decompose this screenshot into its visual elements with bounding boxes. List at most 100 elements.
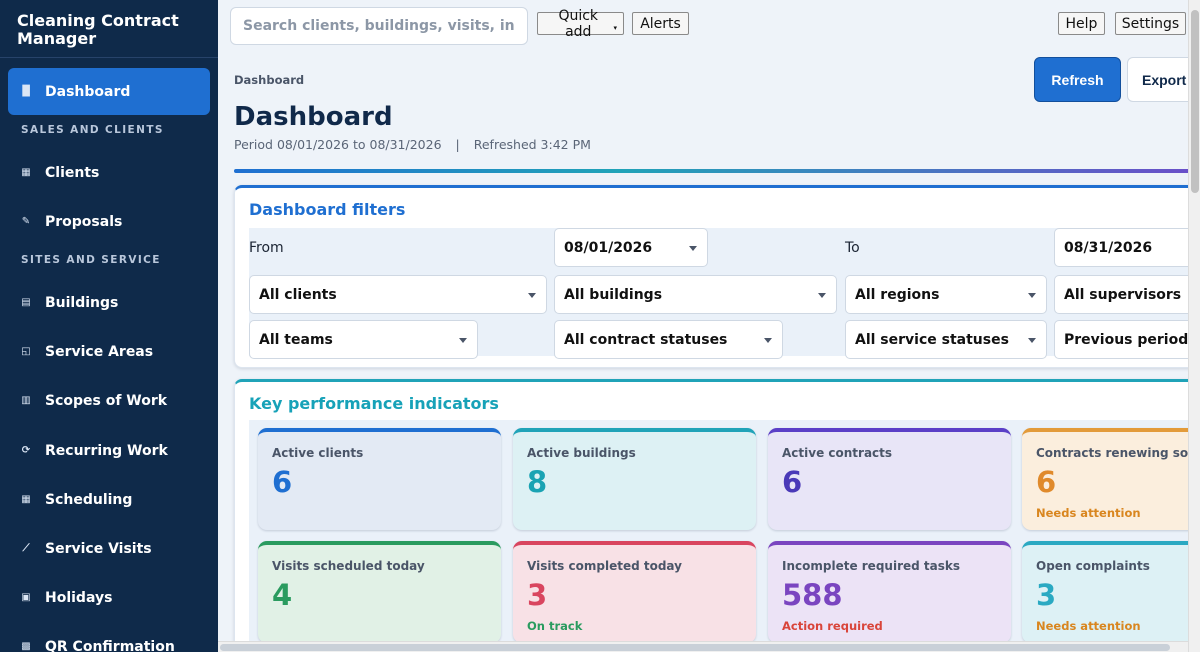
- kpi-card-visits-scheduled-today[interactable]: Visits scheduled today 4: [258, 541, 501, 643]
- global-search[interactable]: [230, 7, 528, 45]
- kpi-card-active-clients[interactable]: Active clients 6: [258, 428, 501, 530]
- kpi-card-active-buildings[interactable]: Active buildings 8: [513, 428, 756, 530]
- sidebar-item-label: Scheduling: [45, 491, 133, 508]
- sidebar-item-scheduling[interactable]: ▦ Scheduling: [8, 476, 210, 523]
- kpi-card-open-complaints[interactable]: Open complaints 3 Needs attention: [1022, 541, 1200, 643]
- kpi-label: Incomplete required tasks: [782, 559, 960, 573]
- sidebar-item-qr-confirmation[interactable]: ▩ QR Confirmation: [8, 623, 210, 652]
- quick-add-label: Quick add: [558, 7, 599, 40]
- kpi-label: Active clients: [272, 446, 364, 460]
- broom-icon: ⟋: [22, 543, 30, 554]
- quick-add-button[interactable]: Quick add ▾: [537, 8, 624, 40]
- building-icon: ▦: [21, 167, 31, 178]
- nav-section-sites: SITES AND SERVICE: [21, 254, 161, 266]
- to-date-select[interactable]: 08/31/2026: [1054, 228, 1200, 267]
- repeat-icon: ⟳: [21, 445, 31, 456]
- sidebar-item-label: QR Confirmation: [45, 638, 175, 652]
- kpi-card-incomplete-required-tasks[interactable]: Incomplete required tasks 588 Action req…: [768, 541, 1011, 643]
- kpi-value: 4: [272, 578, 293, 612]
- sidebar-item-label: Recurring Work: [45, 442, 168, 459]
- kpi-card-visits-completed-today[interactable]: Visits completed today 3 On track: [513, 541, 756, 643]
- sidebar-item-holidays[interactable]: ▣ Holidays: [8, 574, 210, 621]
- chart-icon: ▐▌: [18, 86, 34, 97]
- chevron-down-icon: [689, 245, 697, 251]
- buildings-filter-value: All buildings: [564, 286, 663, 303]
- kpi-panel: Key performance indicators Active client…: [234, 379, 1200, 652]
- chevron-down-icon: [459, 337, 467, 343]
- supervisors-filter[interactable]: All supervisors: [1054, 275, 1200, 314]
- alerts-button[interactable]: Alerts: [632, 12, 689, 35]
- calendar-icon: ▦: [21, 494, 31, 505]
- kpi-label: Visits scheduled today: [272, 559, 425, 573]
- vertical-scrollbar[interactable]: [1188, 0, 1200, 652]
- from-date-value: 08/01/2026: [564, 239, 653, 256]
- help-button[interactable]: Help: [1058, 12, 1105, 35]
- kpi-note: Needs attention: [1036, 619, 1141, 633]
- sidebar-item-service-areas[interactable]: ◱ Service Areas: [8, 328, 210, 375]
- regions-filter-value: All regions: [855, 286, 940, 303]
- service-status-filter[interactable]: All service statuses: [845, 320, 1047, 359]
- sidebar-item-label: Dashboard: [45, 83, 131, 100]
- kpi-note: On track: [527, 619, 583, 633]
- kpi-value: 6: [272, 465, 293, 499]
- filters-title: Dashboard filters: [249, 200, 406, 219]
- regions-filter[interactable]: All regions: [845, 275, 1047, 314]
- clients-filter[interactable]: All clients: [249, 275, 547, 314]
- kpi-label: Contracts renewing soon: [1036, 446, 1200, 460]
- sidebar-item-label: Service Visits: [45, 540, 152, 557]
- subtitle-separator: |: [455, 137, 460, 152]
- chevron-down-icon: ▾: [613, 23, 617, 32]
- horizontal-scrollbar[interactable]: [218, 641, 1188, 652]
- sidebar-item-clients[interactable]: ▦ Clients: [8, 149, 210, 196]
- buildings-filter[interactable]: All buildings: [554, 275, 837, 314]
- sidebar-item-label: Proposals: [45, 213, 123, 230]
- sidebar-item-label: Service Areas: [45, 343, 154, 360]
- accent-divider: [234, 169, 1194, 173]
- contract-status-filter[interactable]: All contract statuses: [554, 320, 783, 359]
- sidebar-item-recurring-work[interactable]: ⟳ Recurring Work: [8, 427, 210, 474]
- from-label: From: [249, 240, 284, 256]
- app-title: Cleaning Contract Manager: [0, 0, 218, 58]
- memo-icon: ✎: [21, 216, 31, 227]
- kpi-note: Action required: [782, 619, 883, 633]
- comparison-filter-value: Previous period: [1064, 331, 1189, 348]
- horizontal-scroll-thumb[interactable]: [220, 644, 1170, 651]
- holiday-calendar-icon: ▣: [21, 592, 31, 603]
- teams-filter-value: All teams: [259, 331, 333, 348]
- sidebar: Cleaning Contract Manager ▐▌ Dashboard S…: [0, 0, 218, 652]
- kpi-value: 8: [527, 465, 548, 499]
- map-icon: ◱: [21, 346, 31, 357]
- settings-button[interactable]: Settings: [1115, 12, 1186, 35]
- kpi-card-contracts-renewing-soon[interactable]: Contracts renewing soon 6 Needs attentio…: [1022, 428, 1200, 530]
- page-title: Dashboard: [234, 102, 393, 132]
- breadcrumb[interactable]: Dashboard: [234, 73, 305, 87]
- export-button[interactable]: Export: [1127, 57, 1200, 102]
- page-subtitle: Period 08/01/2026 to 08/31/2026 | Refres…: [234, 137, 591, 152]
- kpi-label: Active contracts: [782, 446, 893, 460]
- sidebar-item-label: Holidays: [45, 589, 113, 606]
- sidebar-item-dashboard[interactable]: ▐▌ Dashboard: [8, 68, 210, 115]
- refresh-button[interactable]: Refresh: [1034, 57, 1121, 102]
- kpi-label: Active buildings: [527, 446, 636, 460]
- search-input[interactable]: [243, 18, 515, 34]
- comparison-filter[interactable]: Previous period: [1054, 320, 1200, 359]
- kpi-value: 3: [1036, 578, 1057, 612]
- kpi-card-active-contracts[interactable]: Active contracts 6: [768, 428, 1011, 530]
- vertical-scroll-thumb[interactable]: [1191, 10, 1199, 193]
- refreshed-text: Refreshed 3:42 PM: [473, 137, 591, 152]
- to-label: To: [845, 240, 860, 256]
- dashboard-filters-panel: Dashboard filters From 08/01/2026 To 08/…: [234, 185, 1200, 368]
- chevron-down-icon: [1028, 337, 1036, 343]
- sidebar-item-buildings[interactable]: ▤ Buildings: [8, 279, 210, 326]
- clients-filter-value: All clients: [259, 286, 337, 303]
- teams-filter[interactable]: All teams: [249, 320, 478, 359]
- chevron-down-icon: [764, 337, 772, 343]
- sidebar-item-proposals[interactable]: ✎ Proposals: [8, 198, 210, 245]
- sidebar-item-label: Clients: [45, 164, 100, 181]
- sidebar-item-scopes-of-work[interactable]: ▥ Scopes of Work: [8, 377, 210, 424]
- sidebar-item-service-visits[interactable]: ⟋ Service Visits: [8, 525, 210, 572]
- chevron-down-icon: [1028, 292, 1036, 298]
- kpi-value: 6: [1036, 465, 1057, 499]
- kpi-value: 588: [782, 578, 843, 612]
- from-date-select[interactable]: 08/01/2026: [554, 228, 708, 267]
